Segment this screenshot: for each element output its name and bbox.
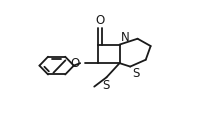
Text: N: N	[121, 31, 130, 44]
Text: S: S	[102, 79, 109, 92]
Text: S: S	[133, 67, 140, 80]
Text: O: O	[95, 14, 105, 27]
Text: O: O	[70, 57, 80, 70]
